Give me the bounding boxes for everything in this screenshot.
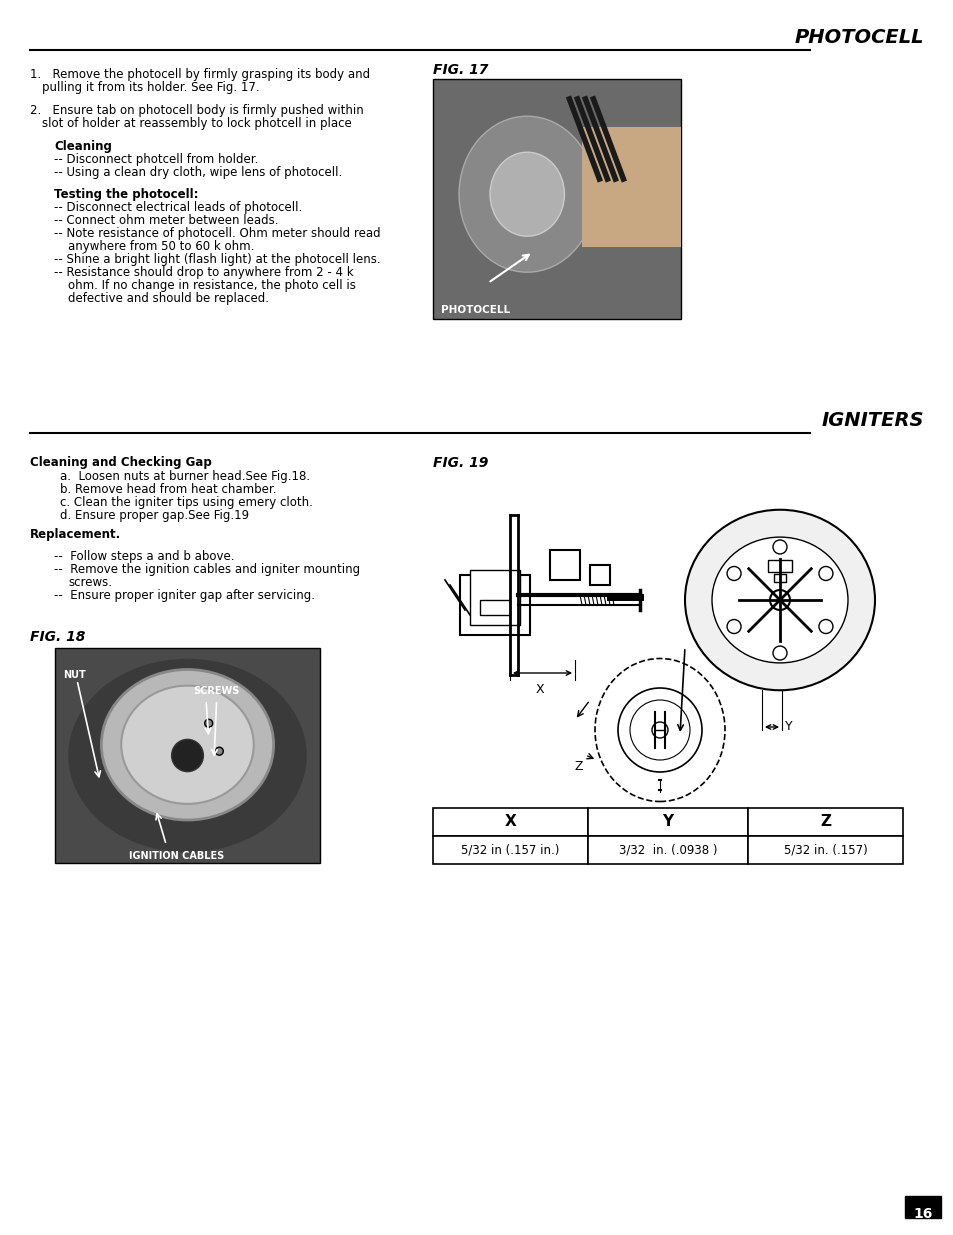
Ellipse shape bbox=[101, 669, 274, 820]
Circle shape bbox=[818, 620, 832, 634]
Ellipse shape bbox=[490, 152, 564, 236]
Text: -- Resistance should drop to anywhere from 2 - 4 k: -- Resistance should drop to anywhere fr… bbox=[54, 266, 354, 279]
Bar bbox=[581, 127, 680, 247]
Text: -- Note resistance of photocell. Ohm meter should read: -- Note resistance of photocell. Ohm met… bbox=[54, 227, 380, 240]
Ellipse shape bbox=[121, 685, 253, 804]
Text: --  Ensure proper igniter gap after servicing.: -- Ensure proper igniter gap after servi… bbox=[54, 589, 314, 601]
Text: Z: Z bbox=[820, 815, 830, 830]
Circle shape bbox=[726, 620, 740, 634]
Text: -- Shine a bright light (flash light) at the photocell lens.: -- Shine a bright light (flash light) at… bbox=[54, 253, 380, 266]
Circle shape bbox=[818, 567, 832, 580]
Text: FIG. 17: FIG. 17 bbox=[433, 63, 488, 77]
Bar bbox=[773, 574, 785, 582]
Bar bbox=[904, 1195, 940, 1218]
Text: pulling it from its holder. See Fig. 17.: pulling it from its holder. See Fig. 17. bbox=[42, 82, 259, 94]
Text: Testing the photocell:: Testing the photocell: bbox=[54, 188, 198, 201]
Text: slot of holder at reassembly to lock photcell in place: slot of holder at reassembly to lock pho… bbox=[42, 117, 352, 130]
Bar bbox=[433, 808, 587, 836]
Text: PHOTOCELL: PHOTOCELL bbox=[794, 28, 923, 47]
Ellipse shape bbox=[205, 719, 213, 727]
Text: FIG. 19: FIG. 19 bbox=[433, 456, 488, 471]
Text: Z: Z bbox=[574, 760, 582, 773]
Text: FIG. 18: FIG. 18 bbox=[30, 630, 85, 643]
Text: c. Clean the igniter tips using emery cloth.: c. Clean the igniter tips using emery cl… bbox=[60, 496, 313, 509]
Ellipse shape bbox=[711, 537, 847, 663]
Bar bbox=[550, 550, 579, 580]
Bar bbox=[747, 808, 902, 836]
Circle shape bbox=[772, 646, 786, 659]
Text: Cleaning: Cleaning bbox=[54, 140, 112, 153]
Text: -- Using a clean dry cloth, wipe lens of photocell.: -- Using a clean dry cloth, wipe lens of… bbox=[54, 165, 342, 179]
Text: --  Follow steps a and b above.: -- Follow steps a and b above. bbox=[54, 550, 234, 563]
Bar bbox=[747, 836, 902, 864]
Text: Cleaning and Checking Gap: Cleaning and Checking Gap bbox=[30, 456, 212, 469]
Bar bbox=[589, 564, 609, 585]
Text: X: X bbox=[504, 815, 516, 830]
Text: -- Disconnect photcell from holder.: -- Disconnect photcell from holder. bbox=[54, 153, 258, 165]
Bar bbox=[433, 836, 587, 864]
Bar bbox=[459, 576, 530, 635]
Text: NUT: NUT bbox=[63, 671, 86, 680]
Text: 5/32 in. (.157): 5/32 in. (.157) bbox=[782, 844, 866, 857]
Ellipse shape bbox=[684, 510, 874, 690]
Ellipse shape bbox=[215, 747, 223, 755]
Text: Y: Y bbox=[661, 815, 673, 830]
Text: 5/32 in (.157 in.): 5/32 in (.157 in.) bbox=[461, 844, 559, 857]
Bar bbox=[470, 571, 519, 625]
Ellipse shape bbox=[172, 740, 203, 772]
Text: Y: Y bbox=[784, 720, 792, 734]
Text: PHOTOCELL: PHOTOCELL bbox=[440, 305, 510, 315]
Circle shape bbox=[726, 567, 740, 580]
Text: screws.: screws. bbox=[68, 576, 112, 589]
Ellipse shape bbox=[69, 658, 307, 852]
Text: anywhere from 50 to 60 k ohm.: anywhere from 50 to 60 k ohm. bbox=[68, 240, 254, 253]
Text: 1.   Remove the photocell by firmly grasping its body and: 1. Remove the photocell by firmly graspi… bbox=[30, 68, 370, 82]
Text: ohm. If no change in resistance, the photo cell is: ohm. If no change in resistance, the pho… bbox=[68, 279, 355, 291]
Ellipse shape bbox=[458, 116, 595, 272]
Text: 16: 16 bbox=[912, 1207, 932, 1221]
Bar bbox=[587, 836, 747, 864]
Text: a.  Loosen nuts at burner head.See Fig.18.: a. Loosen nuts at burner head.See Fig.18… bbox=[60, 471, 310, 483]
Bar bbox=[479, 600, 510, 615]
Bar bbox=[587, 808, 747, 836]
Text: Replacement.: Replacement. bbox=[30, 529, 121, 541]
Text: X: X bbox=[536, 683, 544, 697]
Circle shape bbox=[769, 590, 789, 610]
Text: b. Remove head from heat chamber.: b. Remove head from heat chamber. bbox=[60, 483, 276, 496]
Circle shape bbox=[772, 540, 786, 555]
Text: d. Ensure proper gap.See Fig.19: d. Ensure proper gap.See Fig.19 bbox=[60, 509, 249, 522]
Text: -- Connect ohm meter between leads.: -- Connect ohm meter between leads. bbox=[54, 214, 278, 227]
Text: --  Remove the ignition cables and igniter mounting: -- Remove the ignition cables and ignite… bbox=[54, 563, 359, 576]
Bar bbox=[767, 559, 791, 572]
Text: 3/32  in. (.0938 ): 3/32 in. (.0938 ) bbox=[618, 844, 717, 857]
Bar bbox=[55, 648, 319, 863]
Text: 2.   Ensure tab on photocell body is firmly pushed within: 2. Ensure tab on photocell body is firml… bbox=[30, 104, 363, 117]
Text: IGNITERS: IGNITERS bbox=[821, 411, 923, 430]
Text: SCREWS: SCREWS bbox=[193, 685, 239, 697]
Text: -- Disconnect electrical leads of photocell.: -- Disconnect electrical leads of photoc… bbox=[54, 201, 302, 214]
Text: IGNITION CABLES: IGNITION CABLES bbox=[129, 851, 224, 861]
Bar bbox=[433, 79, 680, 319]
Text: defective and should be replaced.: defective and should be replaced. bbox=[68, 291, 269, 305]
